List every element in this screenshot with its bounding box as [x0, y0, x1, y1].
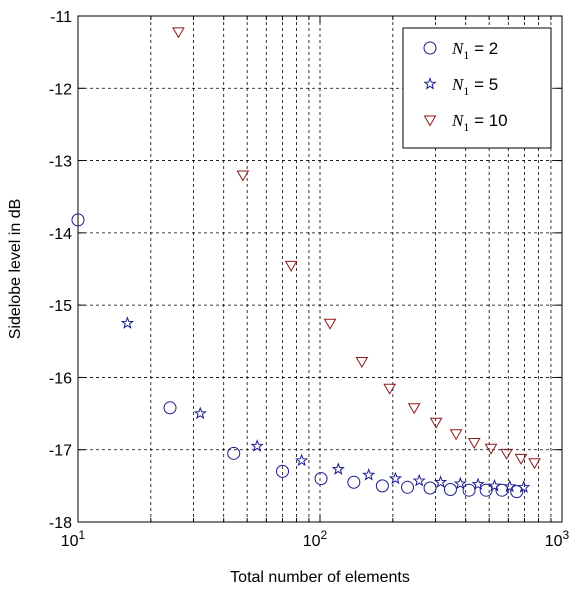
- data-point-triangle-down: [383, 383, 397, 395]
- data-point-circle: [227, 446, 241, 460]
- data-point-circle: [314, 472, 328, 486]
- legend-label: N1 = 2: [451, 39, 498, 62]
- x-tick-label: 101: [61, 528, 86, 550]
- legend-var: N: [451, 39, 465, 58]
- y-tick-label: -13: [49, 154, 72, 171]
- data-point-triangle-down: [355, 357, 369, 369]
- y-tick-label: -18: [49, 515, 72, 532]
- legend-rest: = 10: [469, 111, 507, 130]
- data-point-triangle-down: [172, 27, 185, 39]
- data-point-triangle-down: [449, 429, 463, 441]
- legend-rest: = 2: [469, 39, 498, 58]
- data-point-star: [295, 453, 309, 467]
- data-point-circle: [443, 482, 457, 496]
- data-point-circle: [276, 464, 290, 478]
- y-tick-label: -15: [49, 298, 72, 315]
- data-point-star: [517, 480, 531, 493]
- x-tick-base: 10: [545, 533, 563, 550]
- data-point-circle: [71, 213, 85, 227]
- data-point-triangle-down: [500, 448, 513, 460]
- data-point-star: [250, 439, 264, 452]
- y-axis-label: Sidelobe level in dB: [7, 199, 24, 340]
- data-point-circle: [163, 401, 177, 415]
- legend-marker-circle: [423, 41, 437, 55]
- legend-sub: 1: [463, 120, 469, 134]
- x-tick-label: 102: [303, 528, 328, 550]
- y-tick-label: -12: [49, 81, 72, 98]
- data-point-triangle-down: [514, 453, 528, 465]
- x-tick-exponent: 2: [321, 528, 328, 542]
- x-tick-base: 10: [61, 533, 79, 550]
- legend-label: N1 = 5: [451, 75, 498, 98]
- legend-marker-triangle-down: [423, 115, 437, 127]
- legend-sub: 1: [463, 84, 469, 98]
- y-tick-labels: -11 -12 -13 -14 -15 -16 -17 -18: [49, 9, 72, 532]
- legend-rest: = 5: [469, 75, 498, 94]
- y-tick-label: -17: [49, 443, 72, 460]
- y-tick-label: -14: [49, 226, 72, 243]
- data-point-triangle-down: [429, 417, 443, 429]
- legend-marker-star: [423, 77, 437, 90]
- data-point-triangle-down: [484, 443, 498, 455]
- data-point-star: [388, 471, 403, 485]
- legend: N1 = 2N1 = 5N1 = 10: [402, 27, 552, 149]
- data-point-circle: [462, 483, 476, 497]
- y-tick-label: -16: [49, 370, 72, 387]
- legend-sub: 1: [463, 48, 469, 62]
- data-point-star: [471, 477, 485, 491]
- data-point-triangle-down: [467, 437, 481, 449]
- grid: [78, 16, 562, 522]
- x-tick-exponent: 1: [79, 528, 86, 542]
- data-point-circle: [401, 480, 415, 494]
- data-point-circle: [347, 475, 361, 489]
- x-tick-exponent: 3: [563, 528, 570, 542]
- data-point-triangle-down: [284, 260, 298, 272]
- legend-var: N: [451, 111, 465, 130]
- data-point-star: [433, 475, 448, 488]
- data-point-triangle-down: [323, 318, 337, 330]
- data-point-circle: [510, 485, 524, 499]
- y-tick-label: -11: [50, 9, 72, 26]
- data-point-star: [193, 406, 207, 420]
- data-point-circle: [423, 481, 437, 495]
- data-point-star: [120, 316, 134, 329]
- legend-label: N1 = 10: [451, 111, 508, 134]
- data-point-star: [503, 479, 517, 493]
- axis-ticks: [78, 16, 562, 522]
- data-point-star: [412, 473, 426, 487]
- data-point-triangle-down: [407, 403, 421, 415]
- data-point-triangle-down: [528, 458, 541, 470]
- data-point-triangle-down: [236, 170, 250, 182]
- data-point-star: [331, 462, 345, 475]
- data-point-star: [487, 478, 502, 492]
- data-points: [71, 27, 541, 499]
- x-tick-label: 103: [545, 528, 570, 550]
- x-tick-labels: 101 102 103: [61, 528, 570, 550]
- x-tick-base: 10: [303, 533, 321, 550]
- data-point-star: [453, 476, 467, 490]
- x-axis-label: Total number of elements: [230, 569, 410, 586]
- data-point-circle: [375, 479, 389, 493]
- legend-var: N: [451, 75, 465, 94]
- data-point-star: [362, 468, 376, 481]
